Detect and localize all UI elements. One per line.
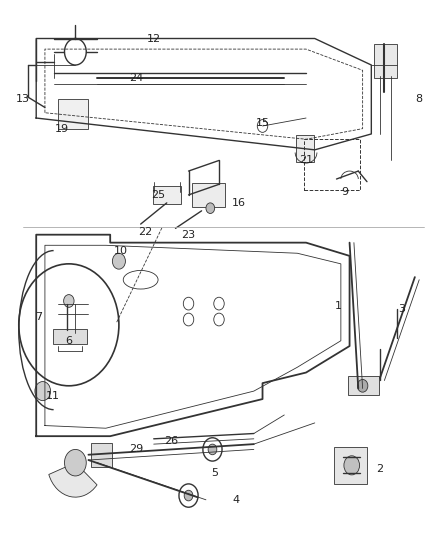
Circle shape: [113, 253, 125, 269]
Text: 22: 22: [138, 227, 152, 237]
FancyBboxPatch shape: [334, 447, 367, 484]
Circle shape: [19, 264, 119, 386]
Circle shape: [64, 295, 74, 308]
Text: 4: 4: [233, 495, 240, 505]
FancyBboxPatch shape: [374, 44, 397, 78]
Text: 12: 12: [147, 34, 161, 44]
FancyBboxPatch shape: [92, 442, 112, 467]
Circle shape: [344, 456, 360, 475]
FancyBboxPatch shape: [153, 186, 181, 204]
Text: 5: 5: [211, 469, 218, 478]
Text: 26: 26: [164, 437, 178, 447]
FancyBboxPatch shape: [53, 329, 87, 344]
Circle shape: [184, 490, 193, 501]
Text: 29: 29: [129, 445, 143, 455]
Text: 24: 24: [129, 73, 143, 83]
Text: 19: 19: [55, 124, 69, 134]
FancyBboxPatch shape: [58, 100, 88, 128]
Text: 21: 21: [299, 156, 313, 165]
Text: 1: 1: [335, 301, 342, 311]
Circle shape: [357, 379, 368, 392]
Text: 16: 16: [232, 198, 246, 208]
Text: 7: 7: [35, 312, 42, 322]
Circle shape: [206, 203, 215, 214]
Circle shape: [35, 382, 50, 401]
FancyBboxPatch shape: [348, 376, 379, 395]
Text: 6: 6: [65, 336, 72, 346]
Text: 10: 10: [114, 246, 128, 256]
Text: 9: 9: [342, 187, 349, 197]
Text: 23: 23: [181, 230, 196, 240]
Text: 13: 13: [16, 94, 30, 104]
Text: 25: 25: [151, 190, 165, 200]
Text: 3: 3: [398, 304, 405, 314]
Wedge shape: [49, 463, 97, 497]
Text: 11: 11: [46, 391, 60, 401]
Text: 15: 15: [255, 118, 269, 128]
Circle shape: [64, 449, 86, 476]
Text: 8: 8: [416, 94, 423, 104]
FancyBboxPatch shape: [191, 183, 225, 207]
Text: 2: 2: [377, 464, 384, 474]
Circle shape: [208, 444, 217, 455]
FancyBboxPatch shape: [296, 135, 314, 162]
